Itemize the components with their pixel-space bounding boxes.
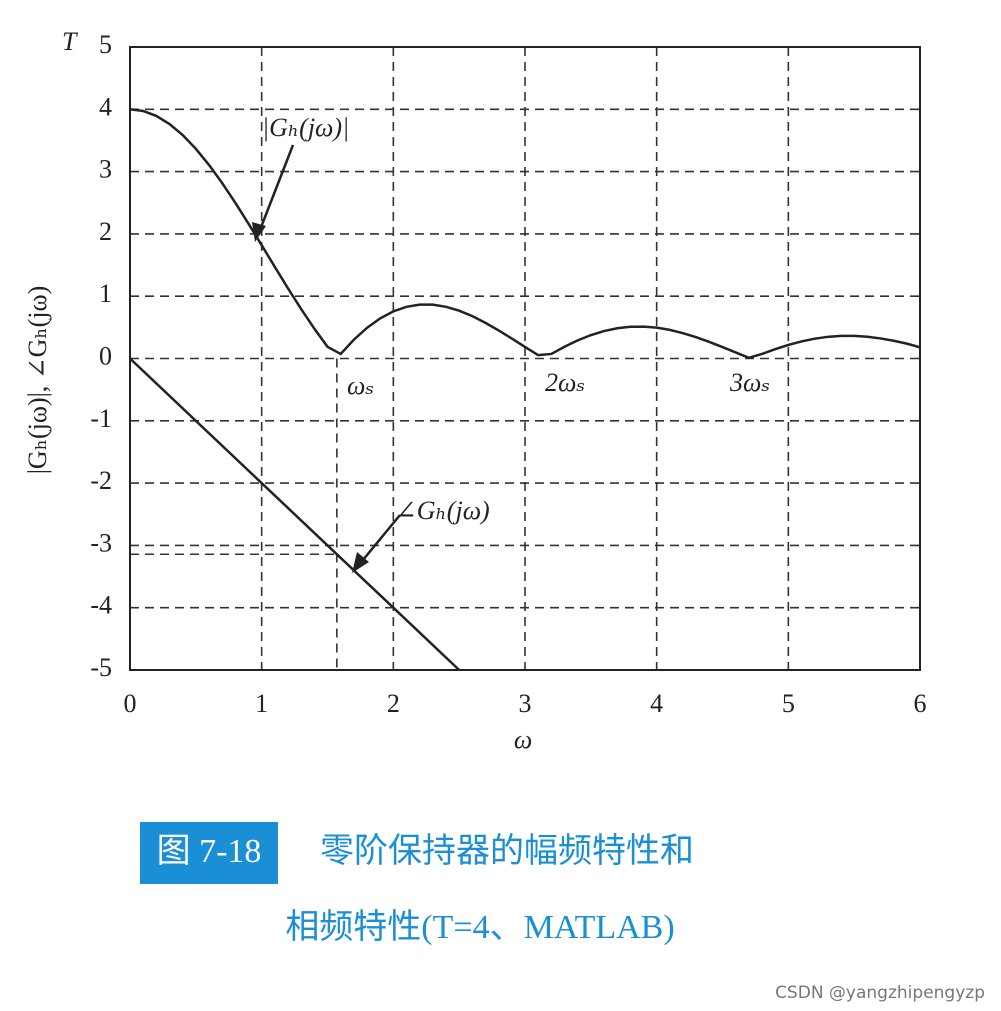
y-tick-label: -1 — [90, 404, 112, 433]
y-top-label: T — [62, 27, 78, 56]
x-tick-label: 0 — [124, 689, 137, 718]
y-tick-label: 3 — [99, 155, 112, 184]
y-tick-label: 1 — [99, 279, 112, 308]
x-tick-label: 5 — [782, 689, 795, 718]
annotation: ωₛ — [347, 371, 374, 400]
watermark: CSDN @yangzhipengyzp — [775, 983, 985, 1003]
x-tick-label: 2 — [387, 689, 400, 718]
y-tick-label: 4 — [99, 92, 112, 121]
caption-number: 图 7-18 — [157, 833, 262, 870]
series-line — [129, 108, 921, 360]
plot-area: 0 1 2 3 4 5 6 -5 -4 -3 -2 -1 0 1 2 3 4 5 |Gₕ(jω)| ∠Gₕ(jω) ωₛ… — [90, 30, 926, 718]
caption-line: 相频特性(T=4、MATLAB) — [285, 908, 674, 946]
y-tick-label: -5 — [90, 653, 112, 682]
annotation: 2ωₛ — [545, 368, 585, 397]
x-tick-label: 6 — [914, 689, 927, 718]
x-tick-label: 4 — [650, 689, 663, 718]
x-tick-label: 1 — [255, 689, 268, 718]
caption-box — [140, 822, 278, 884]
annotation: 3ωₛ — [729, 368, 770, 397]
y-tick-label: -3 — [90, 528, 112, 557]
arrow-head — [352, 552, 369, 573]
series-label: |Gₕ(jω)| — [262, 113, 349, 142]
y-axis-label: |Gₕ(jω)|, ∠Gₕ(jω) — [23, 286, 52, 475]
x-tick-label: 3 — [519, 689, 532, 718]
arrow — [357, 514, 401, 567]
y-tick-label: -4 — [90, 591, 112, 620]
arrow-head — [252, 222, 266, 242]
y-tick-label: -2 — [90, 466, 112, 495]
y-tick-label: 2 — [99, 217, 112, 246]
arrow — [256, 144, 295, 236]
series-label: ∠Gₕ(jω) — [395, 496, 490, 525]
y-tick-label: 5 — [99, 30, 112, 59]
series-line — [129, 357, 461, 671]
y-tick-label: 0 — [99, 341, 112, 370]
x-axis-label: ω — [514, 725, 532, 754]
caption-line: 零阶保持器的幅频特性和 — [320, 832, 694, 870]
